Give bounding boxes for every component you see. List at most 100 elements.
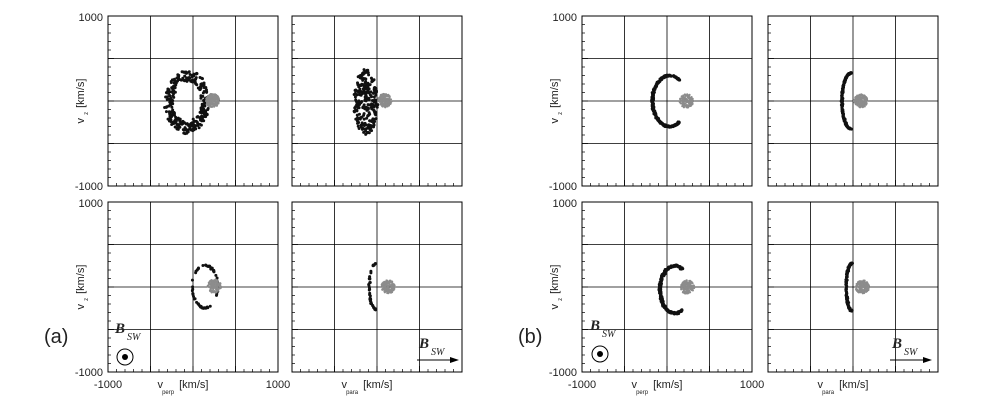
data-point	[192, 72, 196, 76]
y-axis-label-sub: z	[558, 112, 564, 115]
data-point	[655, 117, 659, 121]
sw-core-point	[213, 102, 216, 105]
sw-core-point	[681, 291, 685, 294]
scatter-panel: v para[km/s]	[767, 201, 939, 396]
sw-core-point	[681, 105, 684, 108]
sw-core-point	[688, 93, 691, 97]
data-point	[170, 105, 174, 109]
data-point	[366, 81, 370, 85]
data-point	[368, 275, 372, 279]
sw-core-point	[217, 96, 220, 99]
sw-core-point	[212, 96, 215, 99]
x-tick-label-left: -1000	[94, 379, 122, 391]
sw-core-point	[679, 97, 682, 100]
data-point	[361, 126, 365, 130]
data-point	[840, 107, 844, 111]
sw-core-point	[216, 279, 219, 282]
sw-core-point	[684, 99, 687, 103]
data-point	[356, 116, 360, 120]
sw-core-point	[217, 283, 220, 286]
data-point	[840, 99, 844, 103]
sw-core-point	[209, 288, 212, 291]
sw-core-point	[386, 279, 389, 283]
data-point	[366, 114, 370, 118]
sw-core-point	[213, 93, 216, 96]
sw-core-point	[682, 282, 685, 285]
sw-core-point	[685, 106, 688, 109]
data-point	[844, 282, 848, 286]
sw-core-point	[215, 282, 218, 285]
sw-core-point	[219, 286, 222, 290]
data-point	[190, 278, 194, 282]
data-point	[362, 105, 366, 109]
data-point	[205, 113, 209, 117]
data-point	[658, 285, 662, 289]
data-point	[183, 132, 187, 136]
x-axis-label-sub: para	[822, 390, 835, 396]
sw-core-point	[216, 287, 220, 290]
sw-core-point	[682, 94, 685, 97]
y-axis-label-unit: [km/s]	[75, 265, 87, 294]
sw-core-point	[210, 281, 214, 284]
y-tick-label-bottom: -1000	[549, 367, 577, 379]
data-point	[367, 87, 371, 91]
x-axis-label-sub: perp	[162, 390, 175, 396]
sw-core-point	[387, 291, 390, 294]
sw-core-point	[212, 282, 216, 285]
data-point	[192, 123, 196, 127]
data-point	[654, 112, 658, 116]
y-tick-label-top: 1000	[553, 198, 577, 210]
sw-core-point	[205, 100, 208, 103]
sw-core-point	[211, 282, 214, 285]
sw-core-point	[862, 280, 865, 284]
sw-core-point	[685, 279, 688, 282]
sw-core-point	[863, 94, 866, 98]
data-point	[197, 126, 201, 130]
data-point	[658, 77, 662, 81]
data-point	[167, 104, 171, 108]
data-point	[663, 74, 667, 78]
sw-core-point	[386, 100, 389, 104]
data-point	[367, 96, 371, 100]
sw-core-point	[861, 94, 864, 98]
data-point	[841, 84, 845, 88]
sw-core-point	[858, 283, 862, 286]
data-point	[356, 81, 360, 85]
data-point	[374, 90, 378, 94]
b-field-arrow-a-sub: SW	[431, 347, 446, 358]
data-point	[362, 103, 366, 107]
data-point	[353, 108, 357, 112]
sw-core-point	[210, 98, 213, 101]
data-point	[674, 123, 678, 127]
data-point	[373, 120, 377, 124]
sw-core-point	[383, 101, 386, 105]
b-field-out-a-sub: SW	[127, 332, 142, 343]
data-point	[196, 267, 200, 271]
data-point	[184, 122, 188, 126]
data-point	[191, 80, 195, 84]
y-axis-label: v z[km/s]	[549, 265, 564, 310]
data-point	[845, 300, 849, 304]
data-point	[367, 73, 371, 77]
data-point	[355, 101, 359, 105]
data-point	[842, 117, 846, 121]
sw-core-point	[858, 97, 861, 100]
sw-core-point	[856, 281, 860, 284]
data-point	[181, 78, 185, 82]
data-point	[665, 268, 669, 272]
sw-core-point	[208, 95, 211, 98]
data-point	[659, 292, 663, 296]
sw-core-point	[865, 284, 869, 287]
data-point	[208, 304, 212, 308]
data-point	[371, 91, 375, 95]
data-point	[167, 119, 171, 123]
data-point	[842, 81, 846, 85]
data-point	[181, 128, 185, 132]
sw-core-point	[858, 93, 861, 96]
sw-core-point	[382, 285, 385, 289]
data-point	[170, 100, 174, 104]
b-field-out-b-symbol: B	[589, 318, 600, 334]
sw-core-point	[390, 283, 393, 287]
